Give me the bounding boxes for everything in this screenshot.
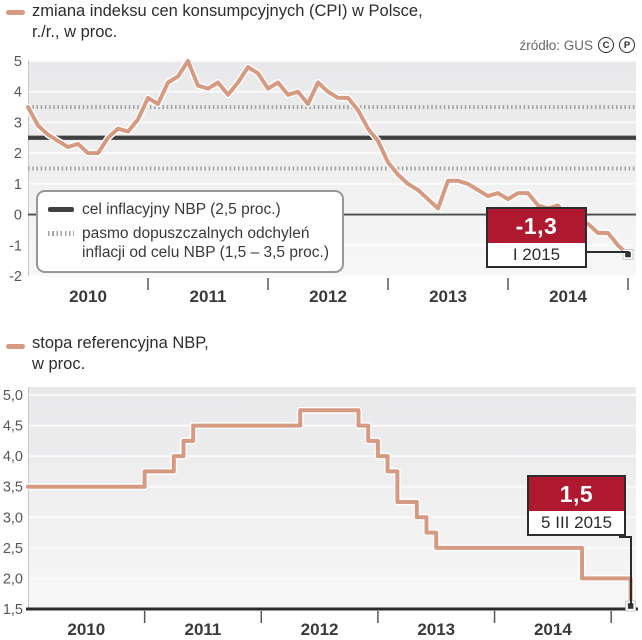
x-tick-label: 2013 [417,620,455,639]
reference-rate-chart: 2010 2011 2012 2013 2014 5,0 4,5 4,0 3,5 3,0 2,5 2,… [3,387,638,639]
y-tick-label: -1 [9,238,22,254]
x-tick-label: 2014 [549,287,587,306]
x-tick-label: 2010 [69,287,107,306]
series-line [26,408,633,611]
x-tick-label: 2011 [185,620,222,639]
y-tick-label: 0 [14,208,22,224]
y-tick-label: 1,5 [3,602,23,618]
cpi-latest-value: -1,3 [488,209,585,243]
legend-band-label-line1: pasmo dopuszczalnych odchyleń [82,225,310,242]
target-line-swatch-icon [48,207,74,212]
legend-band-label: pasmo dopuszczalnych odchyleń inflacji o… [82,224,329,262]
y-tick-label: 5 [14,55,22,70]
series-line [26,59,630,257]
phonogram-copyright-icon: P [619,37,635,53]
y-tick-label: 4,5 [3,419,23,435]
cpi-chart-title: zmiana indeksu cen konsumpcyjnych (CPI) … [32,1,423,43]
y-tick-label: 3,0 [3,510,23,526]
rate-latest-callout: 1,5 5 III 2015 [527,475,626,536]
legend-band-label-line2: inflacji od celu NBP (1,5 – 3,5 proc.) [82,244,329,261]
y-tick-label: 1 [14,177,22,193]
y-tick-label: 2 [14,146,22,162]
y-tick-label: 2,0 [3,571,23,587]
series-end-marker-dot [625,251,631,258]
rate-chart-title-line1: stopa referencyjna NBP, [32,334,209,352]
legend-target-label: cel inflacyjny NBP (2,5 proc.) [82,201,281,218]
source-credit: źródło: GUS C P [519,37,635,53]
rate-callout-connector-horizontal [619,536,632,538]
source-label: źródło: GUS [519,37,593,53]
rate-latest-date: 5 III 2015 [529,511,624,534]
cpi-chart-title-line1: zmiana indeksu cen konsumpcyjnych (CPI) … [32,2,423,20]
cpi-chart-legend: cel inflacyjny NBP (2,5 proc.) pasmo dop… [36,190,344,273]
y-tick-label: 2,5 [3,541,23,557]
y-tick-label: 3 [14,115,22,131]
cpi-latest-callout: -1,3 I 2015 [486,207,587,268]
cpi-series-dash-icon [6,10,25,15]
x-tick-label: 2012 [301,620,339,639]
y-tick-label: 3,5 [3,480,23,496]
rate-chart-title: stopa referencyjna NBP, w proc. [32,333,209,375]
legend-item-band: pasmo dopuszczalnych odchyleń inflacji o… [48,224,329,262]
y-tick-label: -2 [9,269,22,285]
y-tick-label: 4 [14,85,22,101]
cpi-chart-title-line2: r./r., w proc. [32,23,118,41]
cpi-callout-connector [585,251,629,253]
copyright-icon: C [598,37,614,53]
x-tick-label: 2014 [534,620,572,639]
rate-chart-title-line2: w proc. [32,355,86,373]
x-tick-label: 2012 [309,287,347,306]
cpi-latest-date: I 2015 [488,243,585,266]
x-tick-label: 2011 [190,287,227,306]
rate-latest-value: 1,5 [529,477,624,511]
band-line-swatch-icon [48,231,74,236]
rate-callout-connector-vertical [630,536,632,606]
x-tick-label: 2013 [429,287,467,306]
legend-item-target: cel inflacyjny NBP (2,5 proc.) [48,200,329,219]
y-tick-label: 4,0 [3,449,23,465]
rate-series-dash-icon [6,344,25,349]
x-tick-label: 2010 [67,620,105,639]
y-tick-label: 5,0 [3,388,23,404]
